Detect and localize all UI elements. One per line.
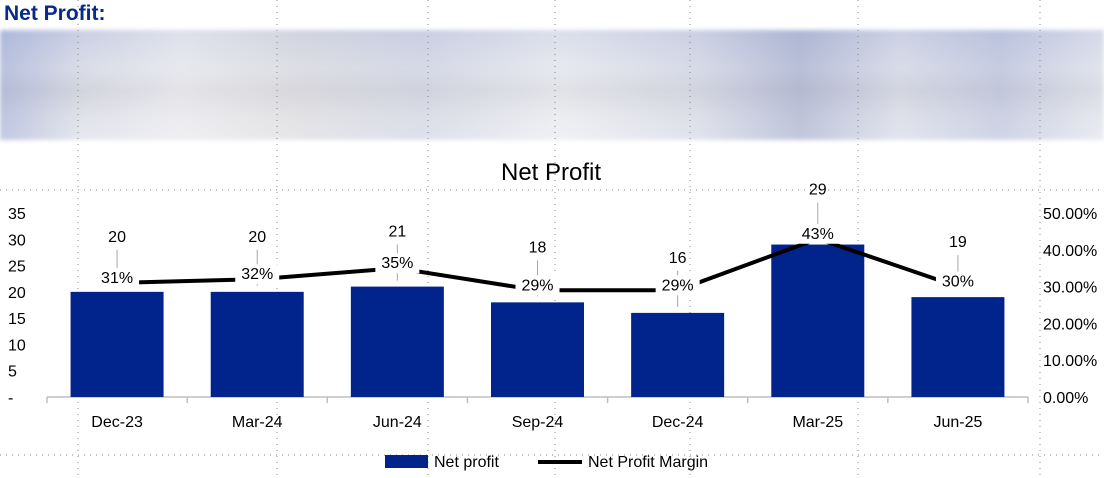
right-tick-label: 40.00% bbox=[1043, 243, 1097, 260]
left-tick-label: 15 bbox=[8, 311, 26, 328]
bar-value-label: 20 bbox=[248, 229, 266, 246]
margin-label-bg bbox=[515, 275, 560, 296]
legend-label-margin: Net Profit Margin bbox=[588, 454, 708, 471]
margin-value-label: 29% bbox=[662, 277, 694, 294]
margin-value-label: 30% bbox=[942, 274, 974, 291]
right-tick-label: 0.00% bbox=[1043, 390, 1088, 407]
bar bbox=[491, 302, 584, 397]
x-tick-label: Mar-25 bbox=[792, 414, 843, 431]
x-tick-label: Jun-25 bbox=[933, 414, 982, 431]
bars bbox=[70, 244, 1005, 397]
margin-label: 30% bbox=[935, 271, 980, 292]
right-tick-label: 20.00% bbox=[1043, 316, 1097, 333]
left-tick-label: 25 bbox=[8, 259, 26, 276]
margin-value-label: 29% bbox=[521, 277, 553, 294]
x-tick-label: Dec-23 bbox=[91, 414, 143, 431]
margin-label: 31% bbox=[95, 267, 140, 288]
x-tick-label: Jun-24 bbox=[373, 414, 422, 431]
bar bbox=[70, 291, 164, 397]
margin-label: 43% bbox=[795, 223, 840, 244]
legend: Net profit Net Profit Margin bbox=[385, 454, 708, 471]
bar-value-label: 29 bbox=[809, 182, 827, 199]
margin-label-bg bbox=[655, 275, 700, 296]
margin-label-bg bbox=[795, 223, 840, 244]
right-tick-label: 30.00% bbox=[1043, 280, 1097, 297]
left-tick-label: 10 bbox=[8, 337, 26, 354]
bar-value-label: 20 bbox=[108, 229, 126, 246]
margin-value-labels: 31% 32% 35% 29% 29% 43% 30% bbox=[95, 223, 980, 296]
right-tick-label: 10.00% bbox=[1043, 353, 1097, 370]
left-axis: - 5 10 15 20 25 30 35 bbox=[8, 206, 26, 407]
x-tick-label: Sep-24 bbox=[512, 414, 564, 431]
margin-value-label: 31% bbox=[101, 270, 133, 287]
left-tick-label: 35 bbox=[8, 206, 26, 223]
x-tick-label: Mar-24 bbox=[232, 414, 283, 431]
left-tick-label: 5 bbox=[8, 364, 17, 381]
margin-label: 35% bbox=[375, 253, 420, 274]
bar bbox=[771, 244, 865, 397]
redacted-band bbox=[0, 30, 1104, 140]
margin-label-bg bbox=[95, 267, 140, 288]
bar bbox=[350, 286, 444, 397]
margin-value-label: 43% bbox=[802, 226, 834, 243]
margin-value-label: 32% bbox=[241, 266, 273, 283]
margin-label-bg bbox=[235, 264, 280, 285]
right-tick-label: 50.00% bbox=[1043, 206, 1097, 223]
bar-value-label: 21 bbox=[388, 224, 406, 241]
bar bbox=[911, 297, 1005, 397]
x-tick-label: Dec-24 bbox=[652, 414, 704, 431]
bar bbox=[210, 291, 304, 397]
chart-title: Net Profit bbox=[501, 159, 601, 186]
legend-swatch-net-profit bbox=[385, 455, 428, 468]
legend-label-net-profit: Net profit bbox=[434, 454, 499, 471]
margin-value-label: 35% bbox=[381, 255, 413, 272]
left-tick-label: 30 bbox=[8, 232, 26, 249]
margin-label: 29% bbox=[515, 275, 560, 296]
margin-label: 29% bbox=[655, 275, 700, 296]
margin-label-bg bbox=[375, 253, 420, 274]
x-axis: Dec-23 Mar-24 Jun-24 Sep-24 Dec-24 Mar-25 Jun-… bbox=[46, 396, 1029, 431]
bar-value-label: 19 bbox=[949, 234, 967, 251]
page-heading: Net Profit: bbox=[4, 2, 106, 25]
bar-value-label: 18 bbox=[529, 239, 547, 256]
margin-label: 32% bbox=[235, 264, 280, 285]
bar-value-label: 16 bbox=[669, 250, 687, 267]
left-tick-label: - bbox=[8, 390, 13, 407]
bar bbox=[631, 312, 725, 397]
right-axis: 0.00% 10.00% 20.00% 30.00% 40.00% 50.00% bbox=[1043, 206, 1097, 407]
left-tick-label: 20 bbox=[8, 285, 26, 302]
margin-label-bg bbox=[935, 271, 980, 292]
